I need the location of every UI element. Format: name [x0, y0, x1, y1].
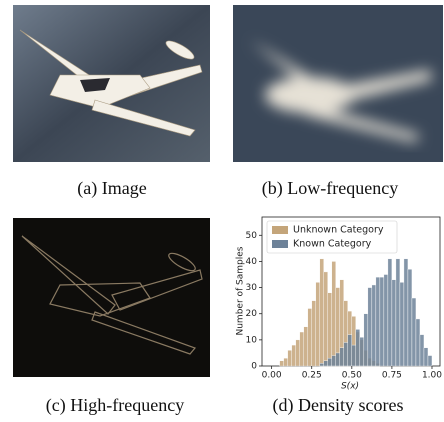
image-panel	[13, 5, 210, 162]
bar	[319, 258, 324, 367]
bar	[379, 276, 385, 367]
bar	[331, 355, 336, 367]
bar	[351, 344, 357, 367]
x-tick-label: 0.75	[382, 371, 402, 381]
bar	[355, 329, 361, 367]
bar	[315, 282, 320, 367]
bar	[319, 363, 324, 367]
legend-swatch	[272, 226, 288, 234]
y-tick-label: 0	[251, 362, 257, 372]
bar	[331, 261, 336, 367]
x-tick-label: 1.00	[422, 371, 442, 381]
bar	[279, 360, 284, 367]
bar	[339, 347, 344, 367]
legend-label: Known Category	[293, 239, 372, 250]
bar	[303, 326, 308, 367]
bar	[375, 276, 381, 367]
y-tick-label: 40	[246, 257, 258, 267]
bar	[327, 292, 332, 367]
bar	[323, 271, 328, 367]
legend-label: Unknown Category	[293, 225, 384, 236]
y-tick-label: 50	[246, 231, 258, 241]
bar	[367, 287, 373, 367]
lowfreq-panel	[233, 5, 443, 162]
bar	[407, 269, 413, 367]
legend-swatch	[272, 240, 288, 248]
bar	[403, 258, 409, 367]
y-tick-label: 20	[246, 309, 258, 319]
bar	[411, 297, 417, 367]
y-axis-label: Number of Samples	[236, 246, 246, 335]
bar	[399, 282, 405, 367]
bar	[415, 318, 421, 367]
caption: (a) Image	[77, 178, 146, 199]
caption: (b) Low-frequency	[262, 178, 398, 199]
y-tick-label: 10	[246, 335, 258, 345]
bar	[307, 308, 312, 367]
bar	[383, 274, 389, 367]
bar	[387, 258, 393, 367]
bar	[299, 331, 304, 367]
bar	[395, 258, 401, 367]
bar	[327, 357, 332, 367]
bar	[347, 334, 353, 367]
bar	[295, 339, 300, 367]
x-tick-label: 0.25	[302, 371, 322, 381]
bar	[335, 352, 340, 367]
bar	[419, 334, 425, 367]
bar	[291, 344, 296, 367]
x-axis-label: S(x)	[341, 382, 359, 392]
histogram	[279, 258, 433, 367]
bar	[323, 360, 328, 367]
highfreq-panel	[13, 218, 210, 377]
x-tick-label: 0.00	[262, 371, 282, 381]
caption: (d) Density scores	[273, 395, 404, 416]
bar	[343, 342, 348, 367]
bar	[371, 284, 377, 367]
bar	[311, 300, 316, 367]
bar	[363, 313, 369, 367]
bar	[423, 347, 429, 367]
bar	[359, 337, 365, 367]
x-tick-label: 0.50	[342, 371, 362, 381]
bar	[427, 355, 433, 367]
bar	[287, 350, 292, 367]
caption: (c) High-frequency	[46, 395, 184, 416]
bar	[391, 279, 397, 367]
y-tick-label: 30	[246, 283, 258, 293]
bar	[283, 357, 288, 367]
legend-box	[266, 220, 398, 254]
